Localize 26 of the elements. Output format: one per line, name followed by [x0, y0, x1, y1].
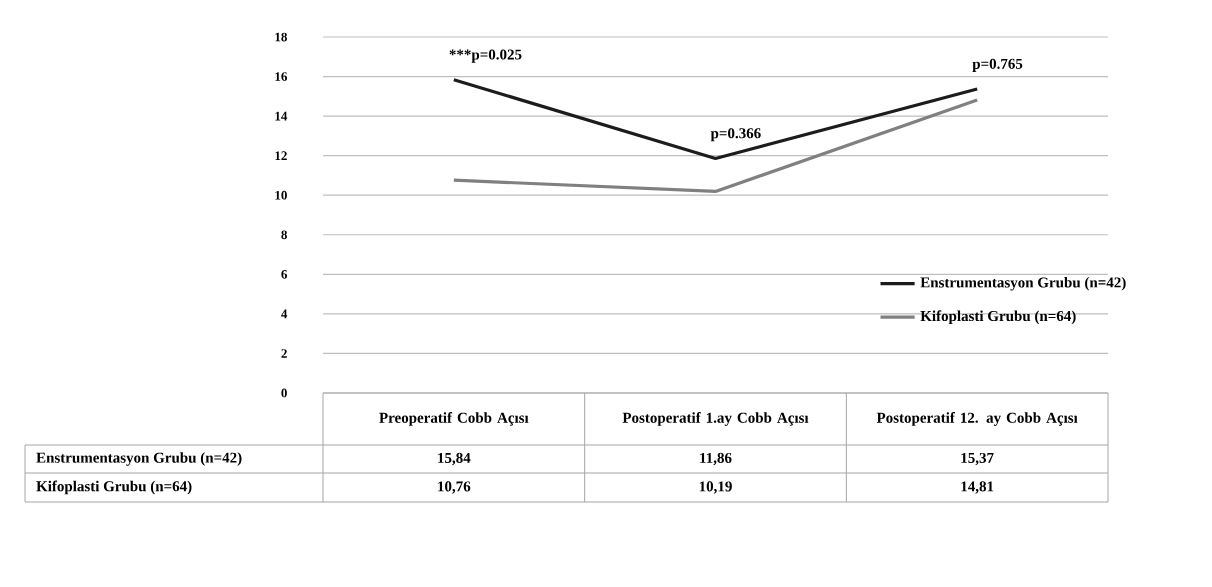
y-tick-label: 18 [275, 32, 287, 42]
data-label: 10,19 [699, 481, 732, 494]
data-label: 14,81 [961, 481, 994, 494]
data-label: 15,37 [961, 452, 994, 466]
text: Enstrumentasyon Grubu (n=42) [36, 452, 242, 466]
y-tick-label: 4 [281, 309, 288, 319]
annotation: p=0.765 [972, 58, 1023, 72]
x-tick-label: Preoperatif Cobb Açısı [379, 412, 529, 426]
y-tick-label: 8 [281, 230, 287, 240]
data-label: 15,84 [438, 452, 471, 466]
y-tick-label: 16 [275, 72, 288, 81]
x-tick-label: Postoperatif 1.ay Cobb Açısı [622, 412, 809, 426]
data-label: 11,86 [700, 452, 732, 466]
y-tick-label: 10 [275, 190, 287, 200]
y-tick-label: 6 [281, 269, 288, 279]
annotation: ***p=0.025 [449, 49, 522, 63]
legend-label: Kifoplasti Grubu (n=64) [920, 310, 1076, 325]
y-tick-label: 2 [281, 349, 287, 358]
y-tick-label: 12 [275, 151, 287, 160]
legend-label: Enstrumentasyon Grubu (n=42) [920, 276, 1126, 291]
text: Kifoplasti Grubu (n=64) [36, 480, 192, 495]
annotation: p=0.366 [710, 128, 761, 142]
data-label: 10,76 [438, 481, 471, 494]
y-tick-label: 0 [281, 388, 287, 398]
x-tick-label: Postoperatif 12. ay Cobb Açısı [876, 412, 1078, 426]
y-tick-label: 14 [275, 111, 288, 121]
